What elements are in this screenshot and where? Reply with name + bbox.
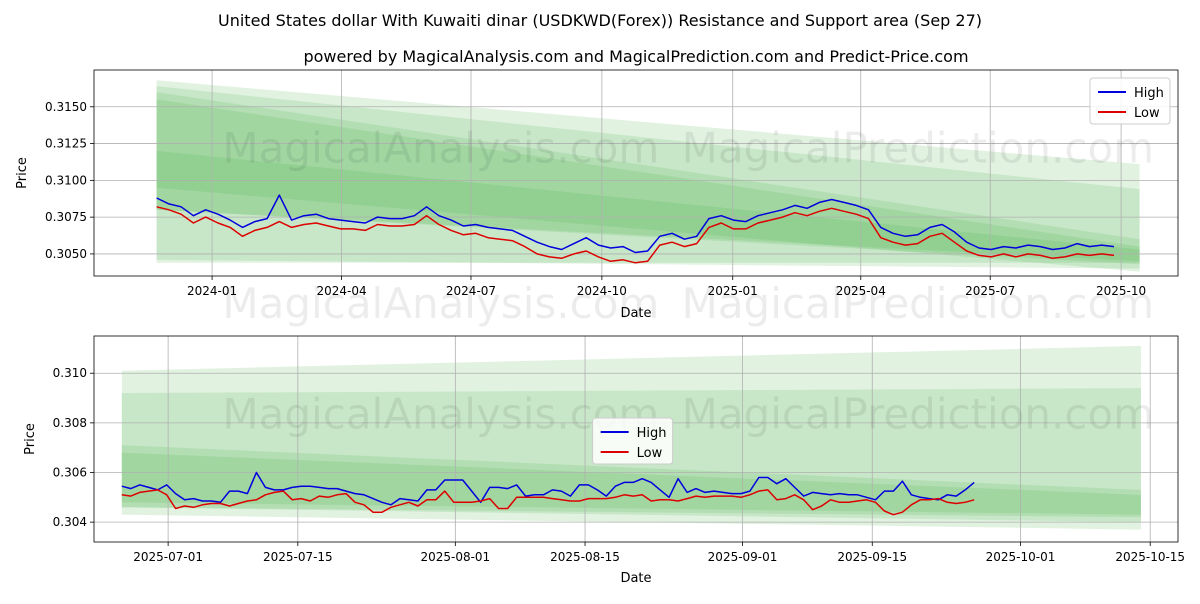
watermark-analysis: MagicalAnalysis.com: [222, 279, 659, 328]
x-tick-label: 2025-07: [965, 284, 1015, 298]
forecast-band-3: [121, 452, 1141, 515]
series-line-low: [156, 206, 1115, 264]
x-tick-label: 2024-04: [316, 284, 366, 298]
legend-label-low: Low: [637, 446, 663, 461]
y-tick-label: 0.3100: [45, 173, 87, 187]
watermark-prediction: MagicalPrediction.com: [682, 390, 1155, 439]
legend-label-high: High: [1134, 86, 1164, 101]
series-line-low: [121, 489, 975, 516]
y-tick-label: 0.308: [53, 416, 87, 430]
watermark-prediction: MagicalPrediction.com: [682, 124, 1155, 173]
forecast-band-3: [156, 99, 1140, 272]
x-tick-label: 2025-10: [1096, 284, 1146, 298]
x-tick-label: 2025-08-15: [550, 550, 620, 564]
x-tick-label: 2025-09-15: [837, 550, 907, 564]
y-axis-label: Price: [23, 423, 38, 455]
x-tick-label: 2025-07-01: [133, 550, 203, 564]
x-tick-label: 2024-01: [187, 284, 237, 298]
x-tick-label: 2025-10-15: [1115, 550, 1185, 564]
series-lines: [156, 194, 1115, 264]
legend: High Low: [592, 417, 674, 465]
series-lines: [121, 471, 975, 516]
legend-label-low: Low: [1134, 106, 1160, 121]
series-line-high: [121, 471, 975, 506]
forecast-bands: [156, 80, 1140, 272]
x-tick-label: 2025-09-01: [708, 550, 778, 564]
y-tick-label: 0.3075: [45, 210, 87, 224]
y-tick-label: 0.3150: [45, 100, 87, 114]
y-tick-label: 0.3050: [45, 247, 87, 261]
forecast-band-2: [121, 445, 1141, 518]
series-line-high: [156, 194, 1115, 254]
x-tick-label: 2025-07-15: [263, 550, 333, 564]
x-tick-label: 2024-10: [577, 284, 627, 298]
x-tick-label: 2025-08-01: [420, 550, 490, 564]
plot-frame: [93, 69, 1179, 277]
x-tick-label: 2025-04: [836, 284, 886, 298]
watermark-analysis: MagicalAnalysis.com: [222, 124, 659, 173]
y-axis-label: Price: [15, 157, 30, 189]
legend: High Low: [1089, 77, 1171, 125]
watermark-analysis: MagicalAnalysis.com: [222, 390, 659, 439]
forecast-band-1: [156, 86, 1140, 269]
chart-subtitle: powered by MagicalAnalysis.com and Magic…: [303, 47, 968, 66]
x-axis-label: Date: [620, 571, 651, 586]
y-tick-label: 0.3125: [45, 137, 87, 151]
watermark-prediction: MagicalPrediction.com: [682, 279, 1155, 328]
y-tick-label: 0.306: [53, 466, 87, 480]
forecast-band-4: [156, 150, 1140, 265]
x-tick-label: 2024-07: [446, 284, 496, 298]
top-chart-panel: 2024-01 2024-04 2024-07 2024-10 2025-01 2025-…: [15, 69, 1179, 328]
legend-label-high: High: [637, 426, 667, 441]
x-tick-label: 2025-10-01: [986, 550, 1056, 564]
x-tick-label: 2025-01: [708, 284, 758, 298]
chart-title: United States dollar With Kuwaiti dinar …: [218, 11, 982, 30]
bottom-chart-panel: 2025-07-01 2025-07-15 2025-08-01 2025-08-15…: [23, 335, 1185, 586]
y-tick-label: 0.304: [53, 515, 87, 529]
plot-frame: [93, 335, 1179, 543]
y-tick-label: 0.310: [53, 366, 87, 380]
x-axis-label: Date: [620, 306, 651, 321]
